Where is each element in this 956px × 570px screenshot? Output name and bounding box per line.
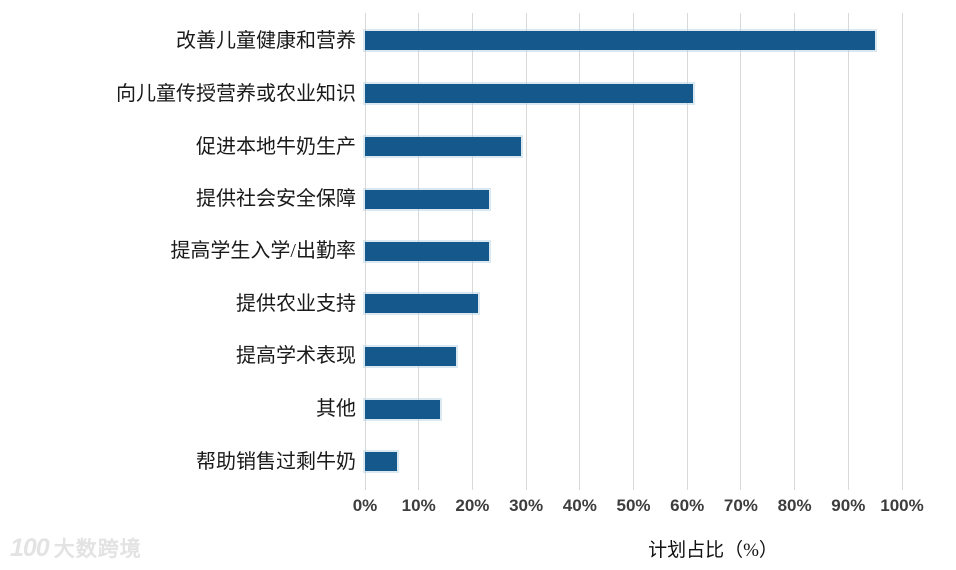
x-tick-label: 0% [352,496,378,515]
category-label: 其他 [316,398,356,420]
bar [365,242,489,261]
bar [365,294,478,313]
watermark-text: 大数跨境 [53,538,142,561]
x-tick-label: 90% [831,496,866,515]
plot-area [364,13,903,490]
x-tick-label: 20% [455,496,490,515]
gridline [525,13,527,490]
category-label: 提高学生入学/出勤率 [170,240,356,262]
x-axis: 0% 10% 20% 30% 40% 50% 60% 70% 80% 90% 1… [353,496,924,518]
bar [365,137,521,156]
bar [365,452,398,471]
gridline [740,13,742,490]
x-tick-label: 100% [880,496,924,515]
x-tick-label: 60% [670,496,705,515]
bar [365,84,693,103]
category-axis: 改善儿童健康和营养 向儿童传授营养或农业知识 促进本地牛奶生产 提供社会安全保障… [0,0,356,490]
category-label: 向儿童传授营养或农业知识 [116,83,356,105]
category-label: 促进本地牛奶生产 [196,136,356,158]
x-tick-label: 30% [509,496,544,515]
bar [365,347,457,366]
x-tick-label: 10% [401,496,436,515]
x-tick-label: 80% [777,496,812,515]
gridline [686,13,688,490]
x-axis-title: 计划占比（%） [648,540,778,561]
gridline [847,13,849,490]
bar [365,31,876,50]
gridline [633,13,634,490]
watermark: 100 大数跨境 [10,533,142,563]
gridline [901,13,903,490]
bar [365,190,489,209]
category-label: 提供农业支持 [236,293,356,315]
category-label: 改善儿童健康和营养 [176,30,356,52]
category-label: 帮助销售过剩牛奶 [196,451,356,473]
x-tick-label: 50% [616,496,651,515]
gridline [794,13,796,490]
watermark-logo-icon: 100 [10,533,50,562]
category-label: 提供社会安全保障 [196,188,356,210]
gridline [579,13,581,490]
x-tick-label: 70% [723,496,758,515]
bar [365,400,441,419]
category-label: 提高学术表现 [236,345,356,367]
x-tick-label: 40% [562,496,597,515]
